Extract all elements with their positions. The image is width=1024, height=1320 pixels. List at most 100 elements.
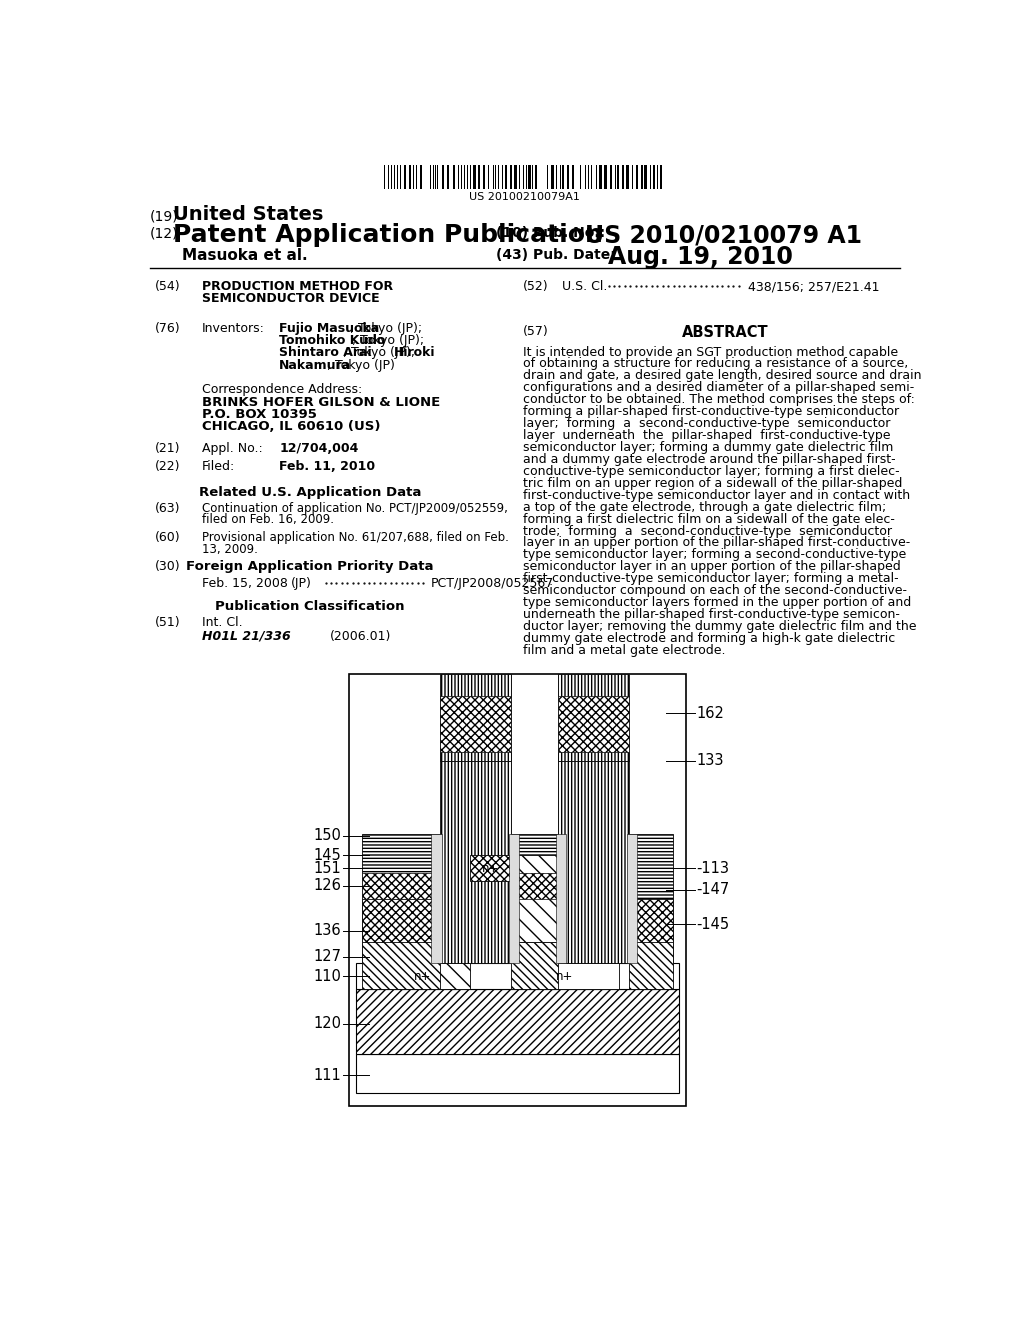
Text: H01L 21/336: H01L 21/336: [202, 630, 291, 643]
Text: forming a first dielectric film on a sidewall of the gate elec-: forming a first dielectric film on a sid…: [523, 512, 895, 525]
Bar: [511, 834, 558, 941]
Bar: [617, 165, 618, 189]
Text: tric film on an upper region of a sidewall of the pillar-shaped: tric film on an upper region of a sidewa…: [523, 477, 902, 490]
Bar: [572, 165, 574, 189]
Text: Correspondence Address:: Correspondence Address:: [202, 383, 361, 396]
Bar: [362, 941, 440, 989]
Text: Inventors:: Inventors:: [202, 322, 264, 335]
Text: Fujio Masuoka: Fujio Masuoka: [280, 322, 379, 335]
Text: n+: n+: [481, 862, 499, 875]
Bar: [562, 165, 564, 189]
Bar: [622, 165, 624, 189]
Text: , Tokyo (JP);: , Tokyo (JP);: [343, 346, 419, 359]
Text: underneath the pillar-shaped first-conductive-type semicon-: underneath the pillar-shaped first-condu…: [523, 609, 900, 622]
Bar: [384, 165, 385, 189]
Text: configurations and a desired diameter of a pillar-shaped semi-: configurations and a desired diameter of…: [523, 381, 914, 395]
Text: 151: 151: [313, 861, 341, 876]
Bar: [440, 675, 511, 760]
Bar: [431, 834, 441, 964]
Bar: [391, 165, 392, 189]
Text: (52): (52): [523, 280, 549, 293]
Text: Int. Cl.: Int. Cl.: [202, 615, 243, 628]
Bar: [355, 964, 679, 989]
Bar: [440, 696, 511, 752]
Text: forming a pillar-shaped first-conductive-type semiconductor: forming a pillar-shaped first-conductive…: [523, 405, 899, 418]
Bar: [453, 165, 455, 189]
Bar: [388, 165, 389, 189]
Text: Tomohiko Kudo: Tomohiko Kudo: [280, 334, 385, 347]
Text: PCT/JP2008/052567: PCT/JP2008/052567: [430, 577, 554, 590]
Bar: [629, 899, 673, 964]
Bar: [362, 899, 440, 964]
Bar: [355, 989, 679, 1053]
Bar: [447, 165, 450, 189]
Bar: [556, 834, 566, 964]
Bar: [393, 165, 395, 189]
Bar: [511, 941, 558, 989]
Text: ductor layer; removing the dummy gate dielectric film and the: ductor layer; removing the dummy gate di…: [523, 620, 916, 634]
Text: PRODUCTION METHOD FOR: PRODUCTION METHOD FOR: [202, 280, 393, 293]
Bar: [441, 165, 444, 189]
Bar: [473, 165, 475, 189]
Bar: [629, 834, 673, 941]
Text: dummy gate electrode and forming a high-k gate dielectric: dummy gate electrode and forming a high-…: [523, 632, 896, 645]
Text: BRINKS HOFER GILSON & LIONE: BRINKS HOFER GILSON & LIONE: [202, 396, 440, 409]
Text: Aug. 19, 2010: Aug. 19, 2010: [608, 244, 794, 269]
Bar: [591, 165, 592, 189]
Text: (76): (76): [155, 322, 181, 335]
Bar: [588, 165, 589, 189]
Bar: [629, 941, 673, 989]
Text: conductor to be obtained. The method comprises the steps of:: conductor to be obtained. The method com…: [523, 393, 915, 407]
Bar: [483, 165, 485, 189]
Bar: [580, 165, 582, 189]
Bar: [403, 165, 406, 189]
Bar: [652, 165, 655, 189]
Text: (19): (19): [150, 209, 178, 223]
Bar: [464, 165, 465, 189]
Bar: [627, 165, 629, 189]
Bar: [558, 696, 629, 760]
Text: 136: 136: [313, 924, 341, 939]
Bar: [657, 165, 658, 189]
Text: It is intended to provide an SGT production method capable: It is intended to provide an SGT product…: [523, 346, 898, 359]
Text: (43) Pub. Date:: (43) Pub. Date:: [496, 248, 615, 261]
Bar: [558, 696, 629, 752]
Bar: [558, 675, 629, 760]
Text: (30): (30): [155, 560, 181, 573]
Text: layer  underneath  the  pillar-shaped  first-conductive-type: layer underneath the pillar-shaped first…: [523, 429, 891, 442]
Text: (57): (57): [523, 325, 549, 338]
Text: ABSTRACT: ABSTRACT: [681, 325, 768, 339]
Bar: [525, 165, 526, 189]
Text: n+: n+: [415, 970, 432, 982]
Bar: [610, 165, 612, 189]
Bar: [660, 165, 663, 189]
Text: conductive-type semiconductor layer; forming a first dielec-: conductive-type semiconductor layer; for…: [523, 465, 900, 478]
Text: 162: 162: [696, 706, 724, 721]
Text: (10) Pub. No.:: (10) Pub. No.:: [496, 226, 605, 240]
Bar: [414, 165, 415, 189]
Text: (54): (54): [155, 280, 181, 293]
Text: US 20100210079A1: US 20100210079A1: [469, 193, 581, 202]
Text: 13, 2009.: 13, 2009.: [202, 543, 257, 556]
Text: Continuation of application No. PCT/JP2009/052559,: Continuation of application No. PCT/JP20…: [202, 502, 508, 515]
Text: (51): (51): [155, 615, 181, 628]
Text: (JP): (JP): [291, 577, 311, 590]
Bar: [523, 165, 524, 189]
Text: , Tokyo (JP);: , Tokyo (JP);: [352, 334, 424, 347]
Text: (22): (22): [155, 461, 180, 474]
Text: 438/156; 257/E21.41: 438/156; 257/E21.41: [748, 280, 880, 293]
Text: trode;  forming  a  second-conductive-type  semiconductor: trode; forming a second-conductive-type …: [523, 524, 892, 537]
Text: Patent Application Publication: Patent Application Publication: [173, 223, 603, 247]
Text: of obtaining a structure for reducing a resistance of a source,: of obtaining a structure for reducing a …: [523, 358, 908, 371]
Text: 150: 150: [313, 829, 341, 843]
Bar: [349, 675, 686, 1106]
Bar: [355, 1053, 679, 1093]
Bar: [567, 165, 569, 189]
Bar: [547, 165, 548, 189]
Text: U.S. Cl.: U.S. Cl.: [562, 280, 607, 293]
Bar: [470, 855, 511, 882]
Text: Filed:: Filed:: [202, 461, 234, 474]
Bar: [362, 834, 440, 941]
Text: semiconductor layer; forming a dummy gate dielectric film: semiconductor layer; forming a dummy gat…: [523, 441, 894, 454]
Text: Masuoka et al.: Masuoka et al.: [182, 248, 308, 263]
